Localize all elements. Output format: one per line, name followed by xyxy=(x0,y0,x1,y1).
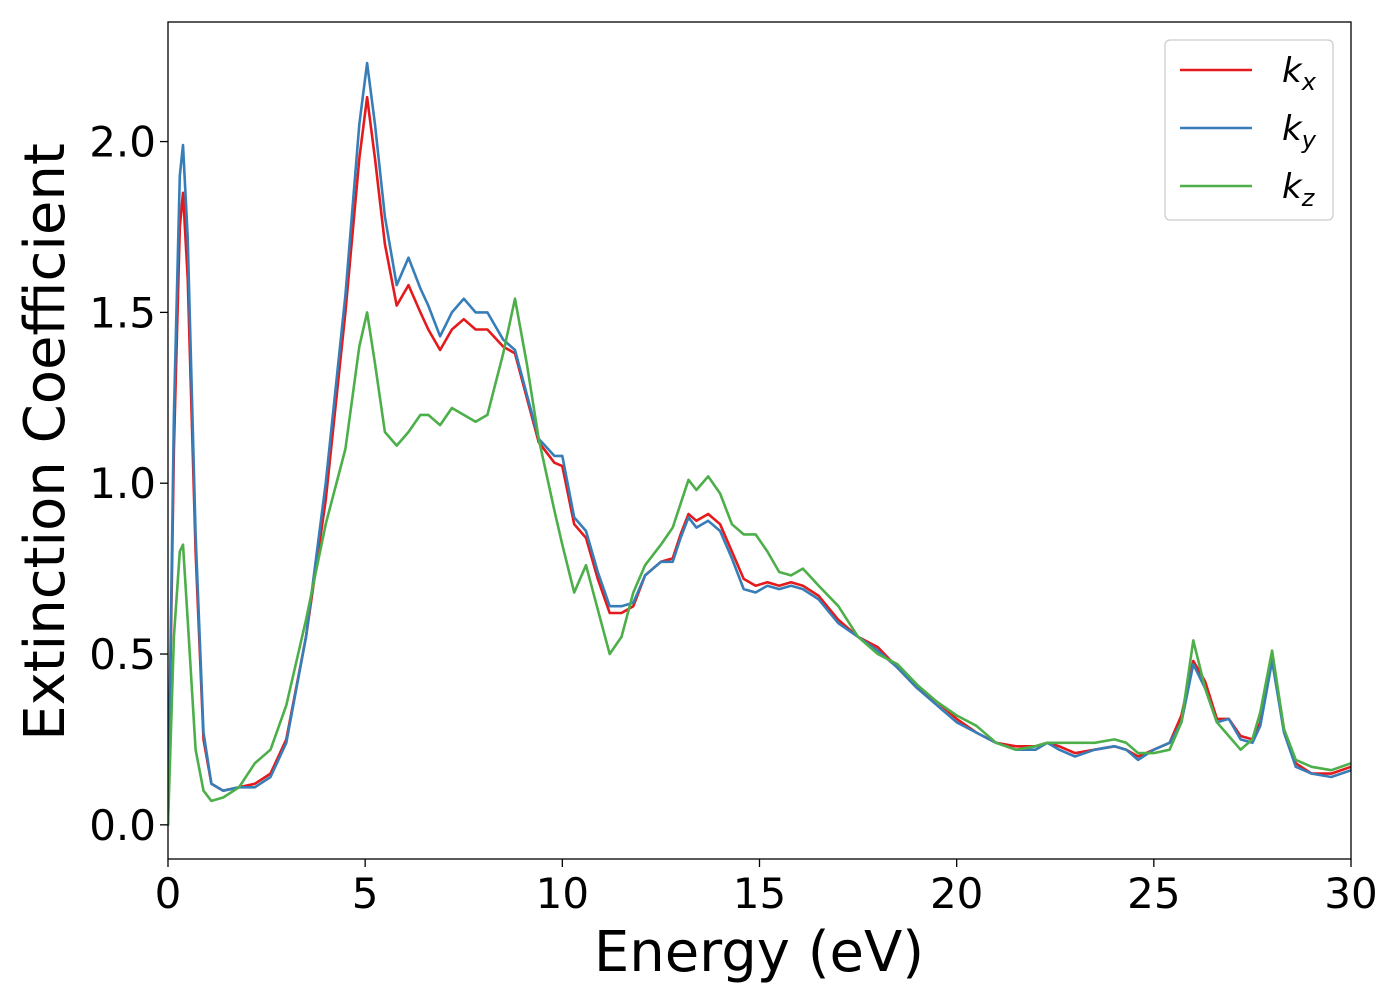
legend-box xyxy=(1164,39,1334,221)
x-tick-label: 25 xyxy=(1127,869,1180,918)
y-tick-label: 0.0 xyxy=(89,801,156,850)
x-tick-label: 30 xyxy=(1324,869,1377,918)
x-tick-label: 20 xyxy=(930,869,983,918)
x-axis-title: Energy (eV) xyxy=(594,920,924,985)
x-tick-label: 10 xyxy=(536,869,589,918)
y-axis-ticks: 0.0 0.5 1.0 1.5 2.0 xyxy=(89,118,168,850)
series-line-z xyxy=(168,297,1351,827)
x-tick-label: 15 xyxy=(733,869,786,918)
x-axis-ticks: 0 5 10 15 20 25 30 xyxy=(155,859,1378,918)
y-tick-label: 0.5 xyxy=(89,630,156,679)
x-tick-label: 0 xyxy=(155,869,182,918)
series-line-y xyxy=(168,61,1351,827)
legend-label-x: kx xyxy=(1282,51,1317,96)
y-tick-label: 2.0 xyxy=(89,118,156,167)
y-tick-label: 1.5 xyxy=(89,288,156,337)
y-axis-title: Extinction Coefficient xyxy=(13,143,78,741)
legend-label-y: ky xyxy=(1282,109,1317,154)
x-tick-label: 5 xyxy=(352,869,379,918)
y-tick-label: 1.0 xyxy=(89,459,156,508)
